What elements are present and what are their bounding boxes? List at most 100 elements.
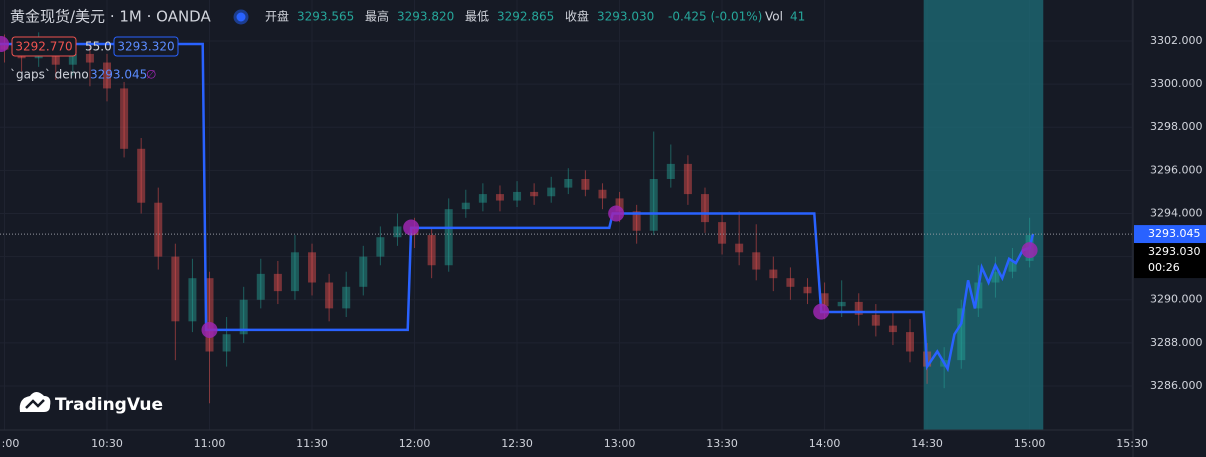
candle-body [735,243,744,253]
candle-body [239,299,248,335]
x-tick-label: 13:30 [706,437,738,450]
y-tick-label: 3298.000 [1150,120,1203,133]
candle-body [564,178,573,188]
candle-body [325,282,334,309]
candle-body [85,53,94,63]
last-close-label: 3293.030 [1148,245,1201,258]
y-tick-label: 3288.000 [1150,336,1203,349]
candle-body [632,211,641,231]
candle-body [513,191,522,201]
candle-body [786,278,795,287]
legend-box [113,36,179,57]
x-tick-label: 12:30 [501,437,533,450]
candle-body [171,256,180,322]
legend-box [11,36,77,57]
marker [608,205,625,222]
indicator-line [0,42,1035,373]
candle-body [683,163,692,195]
candle-body [803,286,812,294]
y-tick-label: 3294.000 [1150,206,1203,219]
candle-body [205,278,214,352]
candle-body [427,235,436,266]
y-tick-label: 3296.000 [1150,163,1203,176]
legend-value: 3293.320 [117,40,174,54]
candle-body [359,256,368,287]
logo-line [25,399,45,409]
candle-body [820,293,829,307]
countdown: 00:26 [1148,261,1180,274]
candle-body [478,194,487,203]
high-label: 最高 [365,9,389,24]
indicator-value: 3293.045 [90,68,147,82]
x-tick-label: 11:30 [296,437,328,450]
y-tick-label: 3302.000 [1150,34,1203,47]
marker [201,321,218,338]
symbol: 黄金现货/美元 · 1M · OANDA [10,8,211,26]
y-tick-label: 3286.000 [1150,379,1203,392]
low-value: 3292.865 [497,10,554,24]
candle-body [906,332,915,352]
candle-body [718,222,727,244]
marker [403,219,420,236]
candle-body [120,88,129,149]
candle-body [769,269,778,279]
candle-body [188,278,197,322]
x-tick-label: :00 [2,437,20,450]
open-value: 3293.565 [297,10,354,24]
close-value: 3293.030 [597,10,654,24]
y-tick-label: 3300.000 [1150,77,1203,90]
candle-body [547,187,556,197]
current-price-label: 3293.045 [1148,227,1201,240]
x-tick-label: 10:30 [91,437,123,450]
x-tick-label: 13:00 [604,437,636,450]
change: -0.425 (-0.01%) [668,10,762,24]
high-value: 3293.820 [397,10,454,24]
marker [1021,242,1038,259]
status-dot [233,9,249,25]
x-tick-label: 11:00 [194,437,226,450]
candle-body [837,301,846,307]
candle-body [615,198,624,212]
candle-body [103,62,112,89]
last-close-box [1134,243,1206,279]
candle-body [957,308,966,361]
candle-body [222,334,231,352]
open-label: 开盘 [265,9,289,24]
candle-body [598,189,607,199]
close-label: 收盘 [565,9,589,24]
header: 黄金现货/美元 · 1M · OANDA 开盘 3293.565 最高 3293… [10,8,805,26]
candle-body [256,273,265,300]
x-tick-label: 12:00 [399,437,431,450]
axes: 3286.0003288.0003290.0003292.0003294.000… [2,34,1203,450]
session-highlight [923,0,1044,430]
candle-body [495,194,504,201]
candle-body [308,252,317,283]
candle-body [991,271,1000,283]
candle-body [444,209,453,266]
candle-body [290,252,299,292]
indicator-extra: ∅ [146,68,156,82]
marker [0,35,10,52]
x-tick-label: 15:00 [1014,437,1046,450]
candle-body [581,178,590,190]
watermark-text: TradingVue [55,395,163,415]
legend-value: 55.0 [85,40,112,54]
candle-body [393,226,402,238]
candle-body [376,237,385,257]
candle-body [888,325,897,333]
candle-body [68,53,77,65]
candle-body [342,286,351,309]
candle-body [154,202,163,257]
candle-body [1008,260,1017,272]
watermark: TradingVue [19,392,163,415]
marker [813,303,830,320]
candle-body [530,191,539,197]
candle-body [273,273,282,292]
vol-label: Vol [765,10,783,24]
candle-body [666,163,675,179]
plot [0,0,1133,430]
price-labels: 3293.045 3293.030 00:26 [1134,225,1206,279]
indicator-name: `gaps` demo [10,68,89,82]
low-label: 最低 [465,10,489,24]
